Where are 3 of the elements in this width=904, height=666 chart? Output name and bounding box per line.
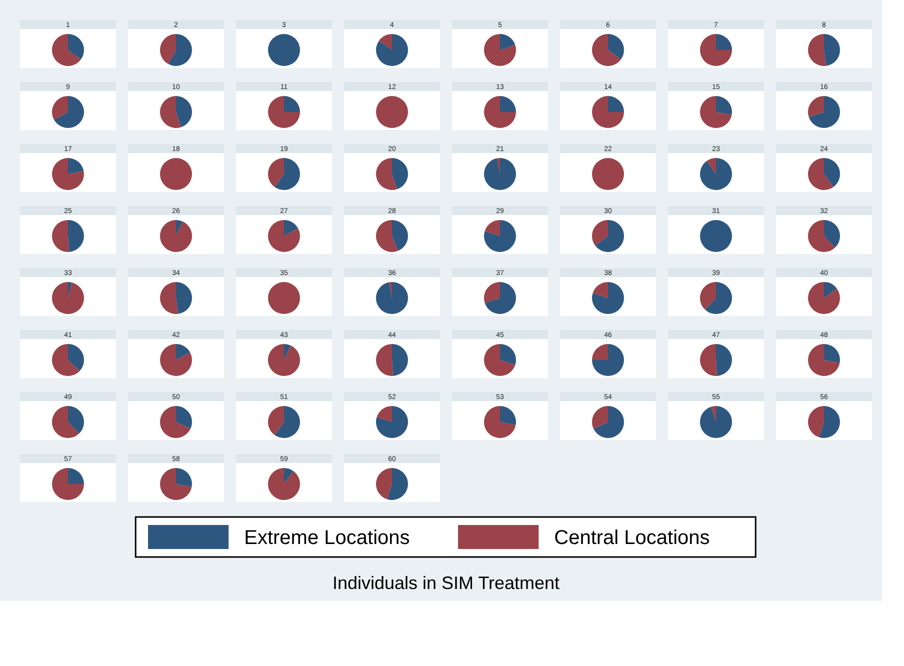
legend-label: Central Locations <box>554 527 710 549</box>
text: Individuals in SIM Treatment <box>332 573 560 593</box>
legend-label: Extreme Locations <box>244 527 410 549</box>
